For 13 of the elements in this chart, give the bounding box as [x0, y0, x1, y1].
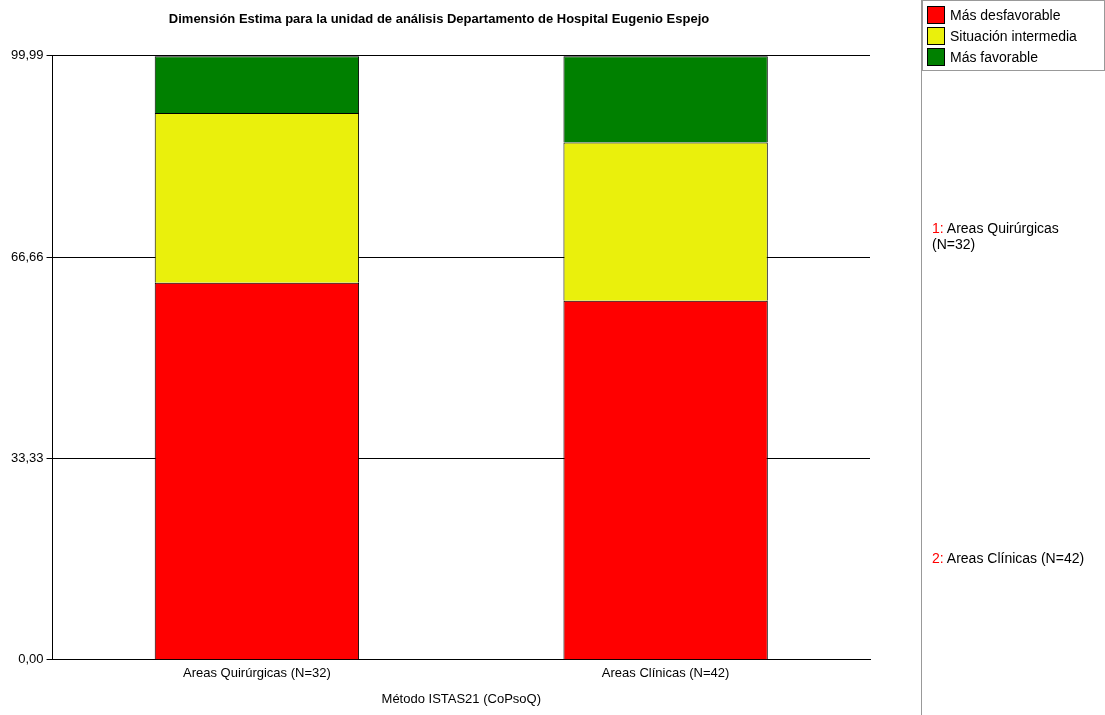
x-tick-label: Areas Quirúrgicas (N=32) — [183, 665, 331, 681]
y-tick-label: 66,66 — [10, 248, 44, 264]
legend-label: Más favorable — [950, 48, 1038, 65]
text: 2: Areas Clínicas (N=42) — [932, 550, 1085, 566]
chart-title: Dimensión Estima para la unidad de análisis Departamento de Hospital Eugenio Espejo — [168, 11, 710, 27]
legend-label: Más desfavorable — [950, 6, 1061, 23]
x-tick-label: Areas Clínicas (N=42) — [601, 665, 730, 681]
y-tick-label: 33,33 — [10, 449, 44, 465]
x-axis-title: Método ISTAS21 (CoPsoQ) — [381, 690, 541, 706]
text: 1: Areas Quirúrgicas (N=32) — [932, 220, 1059, 252]
legend-label: Situación intermedia — [950, 27, 1077, 44]
y-tick-label: 99,99 — [10, 47, 44, 63]
y-tick-label: 0,00 — [18, 651, 44, 667]
